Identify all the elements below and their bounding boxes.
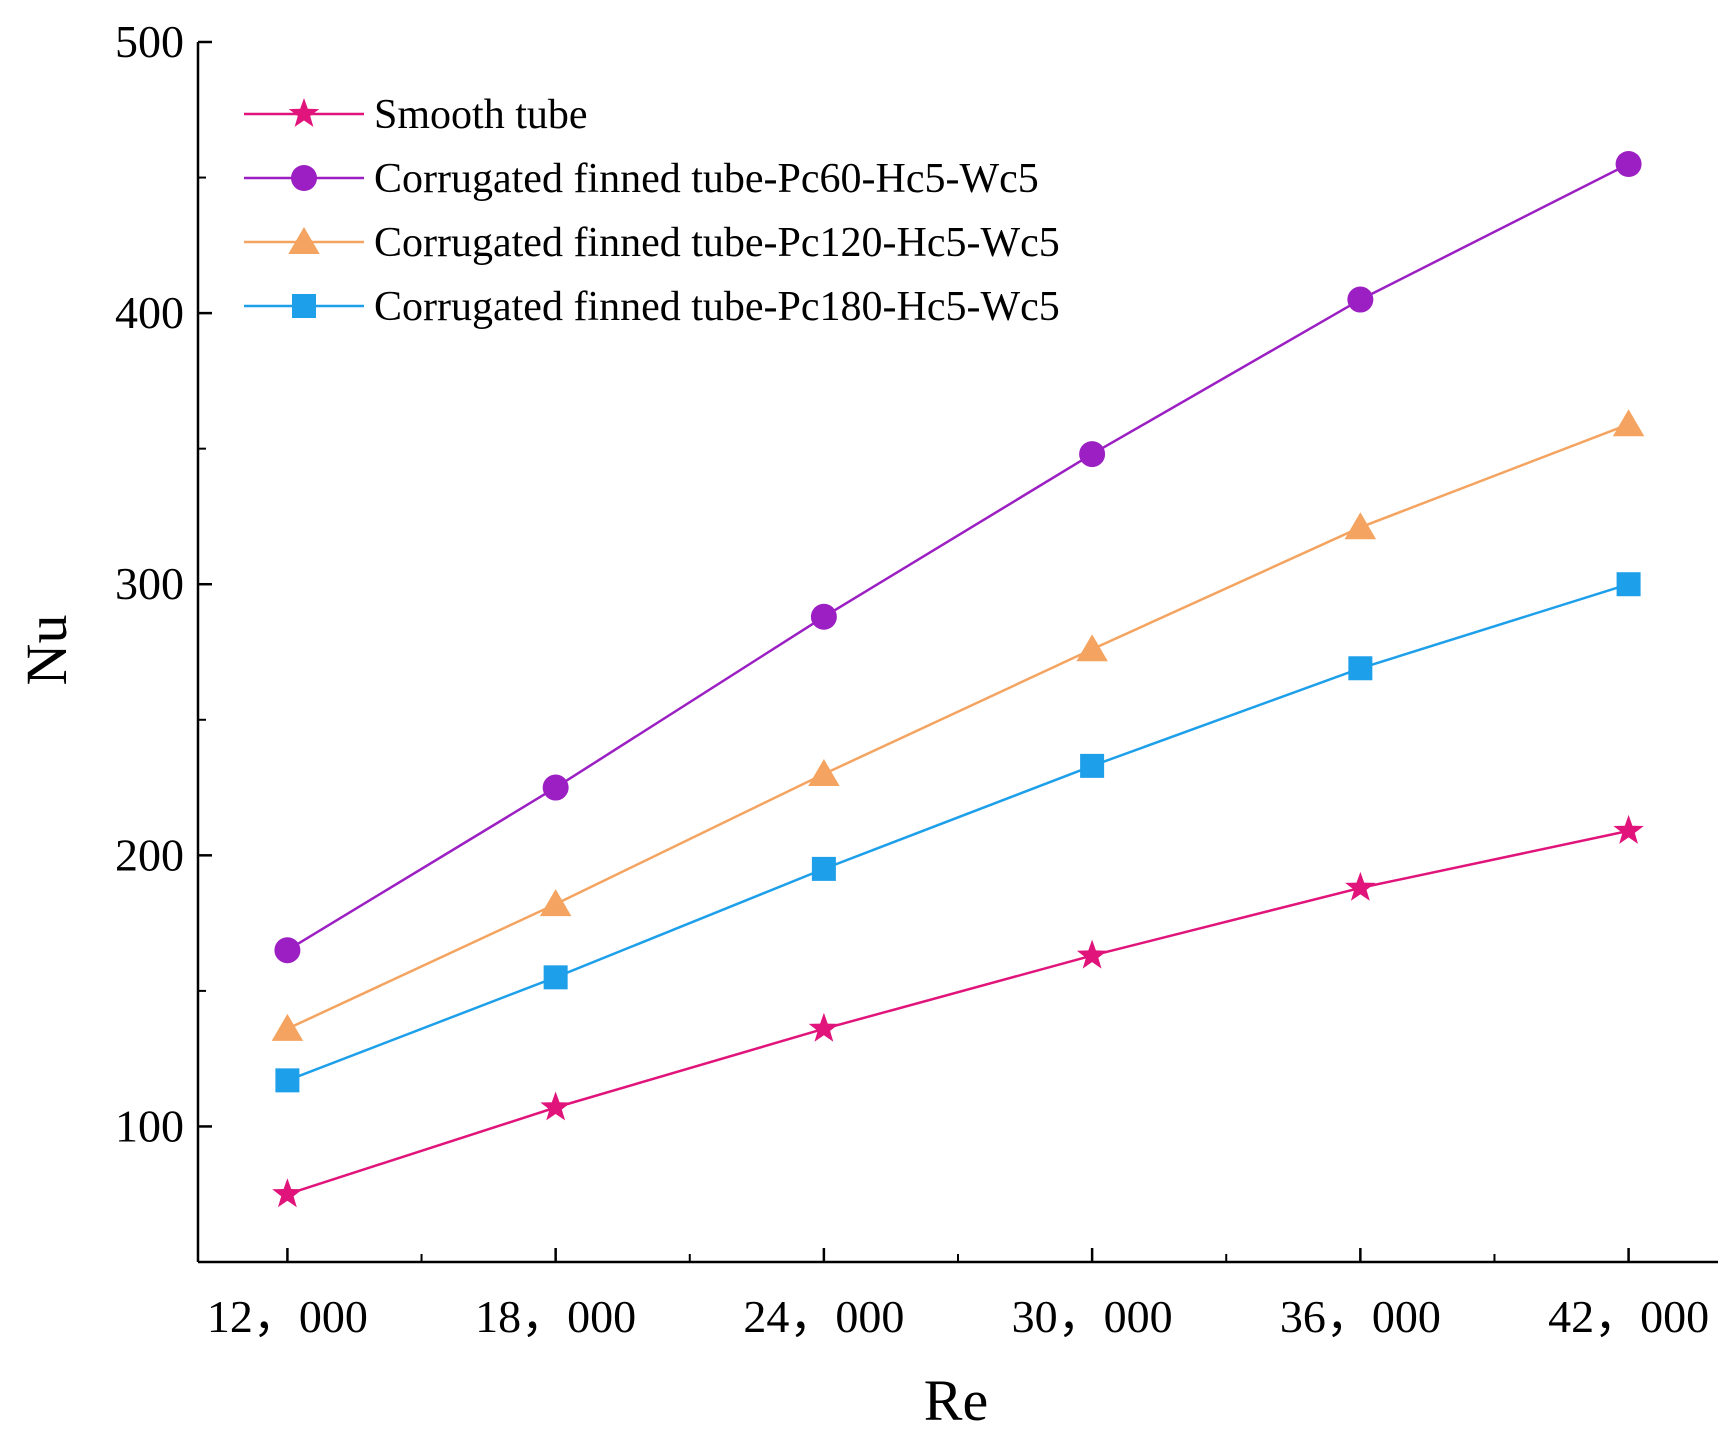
legend-label: Corrugated finned tube-Pc180-Hc5-Wc5 bbox=[374, 284, 1060, 330]
data-point-square bbox=[275, 1068, 300, 1093]
y-axis-title: Nu bbox=[14, 615, 79, 686]
legend-marker-square bbox=[292, 294, 316, 318]
data-point-triangle bbox=[271, 1013, 304, 1041]
series-line bbox=[286, 583, 1629, 1082]
legend-item: Corrugated finned tube-Pc60-Hc5-Wc5 bbox=[244, 156, 1039, 202]
series-3 bbox=[275, 572, 1641, 1093]
y-tick-label: 100 bbox=[115, 1100, 184, 1151]
series-layer bbox=[271, 151, 1645, 1208]
series-line bbox=[286, 423, 1630, 1030]
legend-marker-circle bbox=[291, 165, 317, 191]
x-tick-label: 18，000 bbox=[475, 1291, 636, 1342]
x-tick-label: 24，000 bbox=[743, 1291, 904, 1342]
x-tick-label: 12，000 bbox=[207, 1291, 368, 1342]
data-point-square bbox=[543, 965, 568, 990]
series-line bbox=[286, 162, 1630, 952]
series-1 bbox=[274, 151, 1642, 964]
data-point-circle bbox=[1347, 286, 1374, 313]
axes: 100 200 300 400 500 12，000 18，000 24，000 30，000 3… bbox=[115, 16, 1718, 1342]
data-point-star bbox=[1613, 814, 1644, 844]
x-tick-label: 42，000 bbox=[1548, 1291, 1709, 1342]
legend-label: Corrugated finned tube-Pc60-Hc5-Wc5 bbox=[374, 156, 1039, 202]
data-point-square bbox=[1080, 753, 1105, 778]
data-point-star bbox=[808, 1012, 840, 1042]
legend-item: Corrugated finned tube-Pc120-Hc5-Wc5 bbox=[244, 220, 1060, 266]
data-point-star bbox=[540, 1091, 571, 1121]
data-point-circle bbox=[810, 603, 837, 630]
data-point-triangle bbox=[1612, 409, 1645, 437]
legend-marker-star bbox=[288, 98, 320, 127]
x-axis-title: Re bbox=[924, 1368, 988, 1433]
data-point-triangle bbox=[808, 759, 840, 786]
y-tick-label: 400 bbox=[115, 287, 184, 338]
data-point-star bbox=[1345, 871, 1376, 901]
data-point-circle bbox=[1615, 151, 1642, 177]
series-0 bbox=[272, 814, 1644, 1208]
data-point-star bbox=[272, 1178, 303, 1208]
y-tick-label: 300 bbox=[115, 558, 184, 609]
data-point-star bbox=[1076, 939, 1108, 969]
data-point-circle bbox=[274, 937, 301, 964]
legend-marker-triangle bbox=[288, 227, 320, 254]
data-point-square bbox=[1348, 656, 1373, 681]
data-point-square bbox=[1616, 572, 1641, 597]
data-point-triangle bbox=[1076, 634, 1108, 662]
legend-label: Smooth tube bbox=[374, 92, 588, 138]
y-tick-label: 200 bbox=[115, 829, 184, 880]
legend-item: Corrugated finned tube-Pc180-Hc5-Wc5 bbox=[244, 284, 1060, 330]
data-point-circle bbox=[542, 774, 569, 801]
series-2 bbox=[271, 409, 1645, 1041]
legend: Smooth tube Corrugated finned tube-Pc60-H… bbox=[244, 92, 1060, 330]
data-point-square bbox=[811, 856, 836, 881]
data-point-triangle bbox=[539, 889, 572, 917]
series-line bbox=[287, 829, 1629, 1196]
legend-label: Corrugated finned tube-Pc120-Hc5-Wc5 bbox=[374, 220, 1060, 266]
x-tick-label: 36，000 bbox=[1280, 1291, 1441, 1342]
data-point-triangle bbox=[1344, 512, 1377, 540]
x-tick-label: 30，000 bbox=[1012, 1291, 1173, 1342]
y-tick-label: 500 bbox=[115, 16, 184, 67]
data-point-circle bbox=[1079, 441, 1106, 468]
legend-item: Smooth tube bbox=[244, 92, 588, 138]
